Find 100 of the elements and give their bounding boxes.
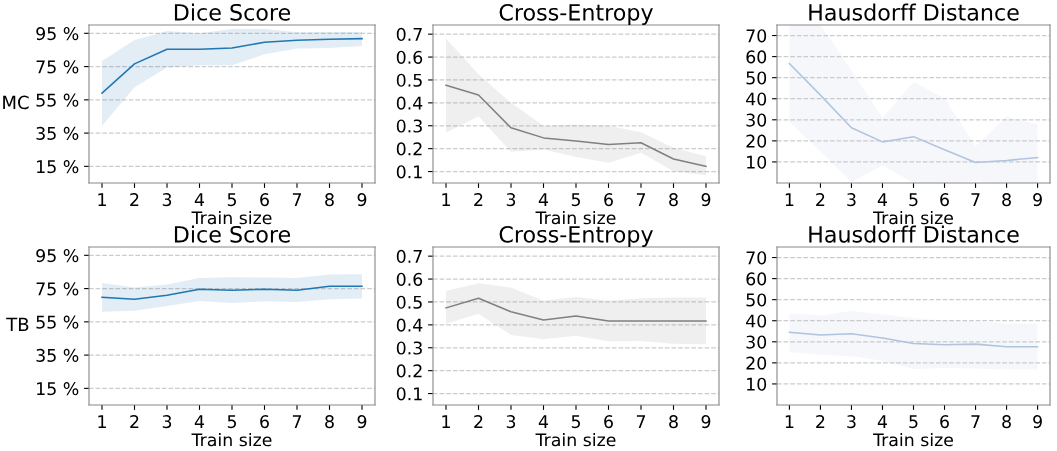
x-tick-label: 7 <box>292 415 302 428</box>
y-tick-label: 20 <box>746 356 767 370</box>
x-tick-label: 9 <box>1033 415 1042 429</box>
x-tick-label: 6 <box>260 415 269 429</box>
y-tick-label: 35 % <box>36 126 79 140</box>
x-tick-label: 7 <box>636 415 646 428</box>
x-tick-label: 4 <box>538 193 549 206</box>
y-tick-label: 0.3 <box>396 341 422 355</box>
y-tick-label: 0.2 <box>396 364 422 378</box>
y-tick-label: 0.3 <box>396 119 422 133</box>
line-series <box>445 297 707 322</box>
x-tick-label: 3 <box>506 193 516 207</box>
y-axis-title: MC <box>3 95 29 110</box>
y-tick-label: 20 <box>746 134 767 148</box>
x-tick-label: 4 <box>877 415 888 428</box>
y-tick-label: 30 <box>746 335 767 349</box>
x-tick-label: 9 <box>701 415 711 429</box>
x-tick-label: 5 <box>227 415 237 429</box>
y-axis-title: TB <box>6 317 29 331</box>
y-tick-label: 70 <box>746 29 767 43</box>
x-tick-label: 3 <box>162 193 172 207</box>
y-tick-label: 0.7 <box>396 27 422 41</box>
y-tick-label: 0.4 <box>396 96 423 110</box>
x-tick-label: 2 <box>130 193 139 206</box>
y-tick-label: 35 % <box>36 348 79 362</box>
y-tick-label: 0.1 <box>396 387 422 401</box>
x-tick-label: 8 <box>669 193 678 207</box>
x-tick-label: 6 <box>940 415 949 429</box>
x-tick-label: 2 <box>816 415 825 428</box>
x-tick-label: 7 <box>292 193 302 206</box>
x-tick-label: 2 <box>474 193 483 206</box>
chart-title: Cross-Entropy <box>499 225 653 247</box>
x-tick-label: 8 <box>1002 415 1011 429</box>
x-tick-label: 9 <box>357 193 367 207</box>
chart-title: Hausdorff Distance <box>809 225 1019 243</box>
x-tick-label: 1 <box>785 193 794 206</box>
y-tick-label: 0.4 <box>396 318 423 332</box>
chart-title: Hausdorff Distance <box>809 3 1019 21</box>
x-tick-label: 8 <box>325 193 334 207</box>
y-tick-label: 60 <box>746 50 767 64</box>
x-tick-label: 7 <box>971 193 980 206</box>
x-tick-label: 1 <box>442 193 450 206</box>
x-axis-title: Train size <box>873 210 953 225</box>
x-tick-label: 1 <box>442 415 450 428</box>
chart-title: Dice Score <box>174 225 291 243</box>
y-tick-label: 10 <box>747 155 767 169</box>
x-tick-label: 2 <box>474 415 483 428</box>
y-tick-label: 0.1 <box>396 165 422 179</box>
x-tick-label: 8 <box>1002 193 1011 207</box>
x-tick-label: 8 <box>325 415 334 429</box>
y-tick-label: 75 % <box>36 60 79 74</box>
y-tick-label: 0.7 <box>396 249 422 263</box>
line-series <box>101 285 363 300</box>
x-tick-label: 2 <box>130 415 139 428</box>
x-tick-label: 6 <box>260 193 269 207</box>
x-axis-title: Train size <box>535 432 616 447</box>
x-axis-title: Train size <box>535 210 616 225</box>
y-tick-label: 70 <box>746 251 767 265</box>
x-tick-label: 6 <box>940 193 949 207</box>
x-tick-label: 5 <box>227 193 237 207</box>
x-tick-label: 9 <box>1033 193 1042 207</box>
x-tick-label: 9 <box>357 415 367 429</box>
y-tick-label: 0.5 <box>396 73 422 87</box>
x-tick-label: 5 <box>909 193 918 207</box>
line-series <box>445 84 707 168</box>
x-tick-label: 8 <box>669 415 678 429</box>
y-tick-label: 15 % <box>37 160 79 174</box>
y-tick-label: 40 <box>746 92 767 106</box>
y-tick-label: 0.2 <box>396 142 422 156</box>
y-tick-label: 75 % <box>36 282 79 296</box>
line-series <box>788 62 1039 164</box>
y-tick-label: 50 <box>746 71 767 85</box>
y-tick-label: 60 <box>746 272 767 286</box>
chart-title: Dice Score <box>174 3 291 21</box>
y-tick-label: 55 % <box>36 93 79 107</box>
x-tick-label: 7 <box>971 415 980 428</box>
y-tick-label: 0.6 <box>396 272 423 286</box>
x-axis-title: Train size <box>191 210 272 225</box>
x-tick-label: 5 <box>909 415 918 429</box>
y-tick-label: 95 % <box>36 249 79 263</box>
y-tick-label: 0.6 <box>396 50 423 64</box>
y-tick-label: 40 <box>746 314 767 328</box>
x-tick-label: 9 <box>701 193 711 207</box>
y-tick-label: 10 <box>747 377 767 391</box>
x-tick-label: 1 <box>785 415 794 428</box>
line-series <box>788 331 1039 348</box>
x-axis-title: Train size <box>191 432 272 447</box>
x-tick-label: 1 <box>98 415 106 428</box>
line-series <box>101 37 363 94</box>
x-tick-label: 2 <box>816 193 825 206</box>
x-tick-label: 3 <box>847 415 856 429</box>
x-tick-label: 4 <box>877 193 888 206</box>
y-tick-label: 95 % <box>36 27 79 41</box>
x-tick-label: 4 <box>538 415 549 428</box>
x-tick-label: 3 <box>847 193 856 207</box>
x-tick-label: 4 <box>194 193 205 206</box>
x-tick-label: 4 <box>194 415 205 428</box>
x-tick-label: 5 <box>571 415 581 429</box>
x-tick-label: 6 <box>604 415 613 429</box>
x-axis-title: Train size <box>873 432 953 447</box>
